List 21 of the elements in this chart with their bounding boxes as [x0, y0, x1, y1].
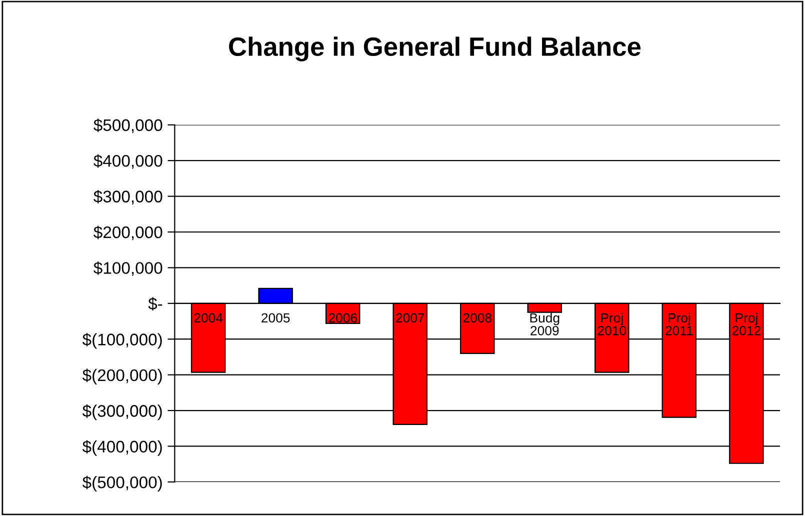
x-tick-label: Proj 2011	[666, 312, 693, 336]
x-tick-label: 2004	[194, 313, 223, 323]
y-tick-label: $400,000	[94, 154, 162, 169]
x-tick-label: 2008	[463, 313, 492, 323]
x-tick-label: Budg 2009	[530, 312, 560, 336]
y-tick-label: $(100,000)	[82, 332, 162, 349]
x-tick-label: 2005	[262, 313, 290, 323]
y-tick-label: $(300,000)	[82, 404, 162, 420]
y-tick-label: $-	[148, 297, 162, 311]
y-tick-label: $300,000	[94, 190, 162, 204]
y-tick-label: $100,000	[94, 261, 162, 276]
y-tick-label: $(400,000)	[82, 440, 162, 456]
x-tick-label: 2007	[396, 313, 424, 323]
x-tick-label: Proj 2012	[732, 312, 760, 336]
x-tick-label: Proj 2010	[598, 312, 626, 336]
y-tick-label: $(500,000)	[82, 476, 162, 492]
chart-title: Change in General Fund Balance	[229, 36, 641, 62]
y-tick-label: $(200,000)	[82, 368, 162, 384]
x-tick-label: 2006	[328, 313, 357, 323]
y-tick-label: $200,000	[94, 226, 162, 240]
y-tick-label: $500,000	[94, 118, 162, 134]
